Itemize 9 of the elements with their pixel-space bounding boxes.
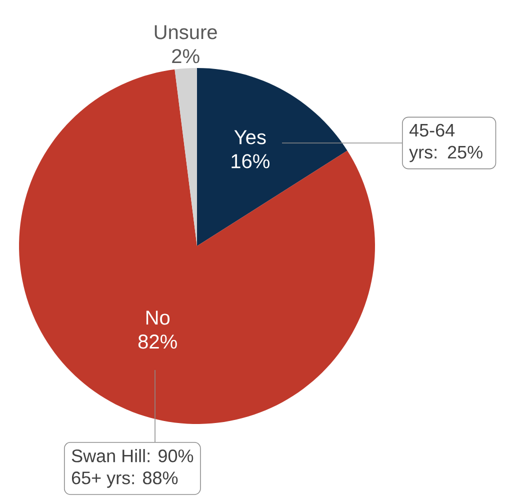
data-label: 82% [138, 334, 177, 349]
text: 65+ yrs: 88% [72, 472, 178, 488]
slice-label: No [146, 310, 170, 325]
data-label: 16% [232, 154, 270, 168]
data-label: 2% [172, 49, 200, 64]
text: 45-64 yrs: 25% [409, 124, 482, 162]
slice-label: Unsure [154, 25, 217, 40]
text: Swan Hill: 90% [72, 449, 194, 462]
slice-label: Yes [234, 130, 266, 144]
